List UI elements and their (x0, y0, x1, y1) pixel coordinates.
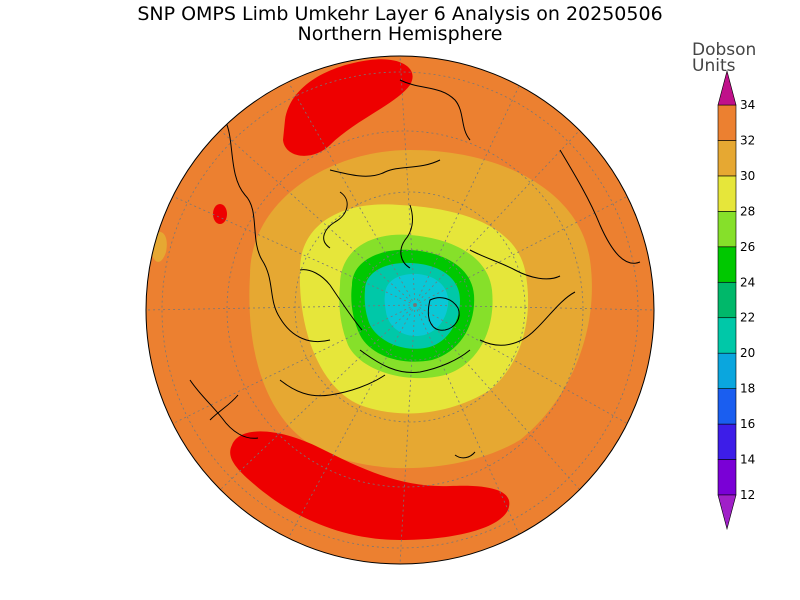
colorbar-tick-label: 20 (740, 346, 755, 360)
colorbar-band (717, 459, 737, 496)
colorbar-band (717, 423, 737, 460)
colorbar-tick-label: 34 (740, 98, 755, 112)
colorbar-tick-label: 32 (740, 133, 755, 147)
colorbar-tick-label: 14 (740, 453, 755, 467)
colorbar-band (717, 140, 737, 177)
colorbar-under-arrow (717, 494, 737, 531)
chart-title: SNP OMPS Limb Umkehr Layer 6 Analysis on… (137, 3, 663, 25)
colorbar-band (717, 104, 737, 141)
colorbar-band (717, 211, 737, 248)
colorbar-tick-label: 16 (740, 417, 755, 431)
colorbar-tick-label: 24 (740, 275, 755, 289)
units-label-line1: Dobson (692, 40, 757, 60)
coastlines (189, 79, 641, 459)
colorbar-band (717, 352, 737, 389)
units-label-line2: Units (692, 56, 736, 76)
chart-subtitle: Northern Hemisphere (297, 23, 503, 45)
colorbar: 12 14 16 18 20 22 24 26 28 30 32 34 (717, 69, 755, 531)
graticule (146, 56, 654, 564)
colorbar-band (717, 246, 737, 283)
colorbar-band (717, 388, 737, 425)
units-label: Dobson Units (692, 40, 757, 76)
globe-outline (145, 55, 655, 565)
colorbar-tick-label: 26 (740, 240, 755, 254)
field-32-34-bottom (230, 431, 510, 540)
colorbar-band (717, 317, 737, 354)
colorbar-tick-label: 18 (740, 382, 755, 396)
globe-field (146, 56, 654, 564)
colorbar-over-arrow (717, 69, 737, 106)
colorbar-tick-label: 22 (740, 311, 755, 325)
colorbar-band (717, 175, 737, 212)
colorbar-tick-label: 30 (740, 169, 755, 183)
field-32-34-top (283, 59, 413, 156)
field-32-34-small (213, 204, 227, 224)
colorbar-band (717, 281, 737, 319)
colorbar-tick-label: 12 (740, 488, 755, 502)
colorbar-tick-label: 28 (740, 204, 755, 218)
